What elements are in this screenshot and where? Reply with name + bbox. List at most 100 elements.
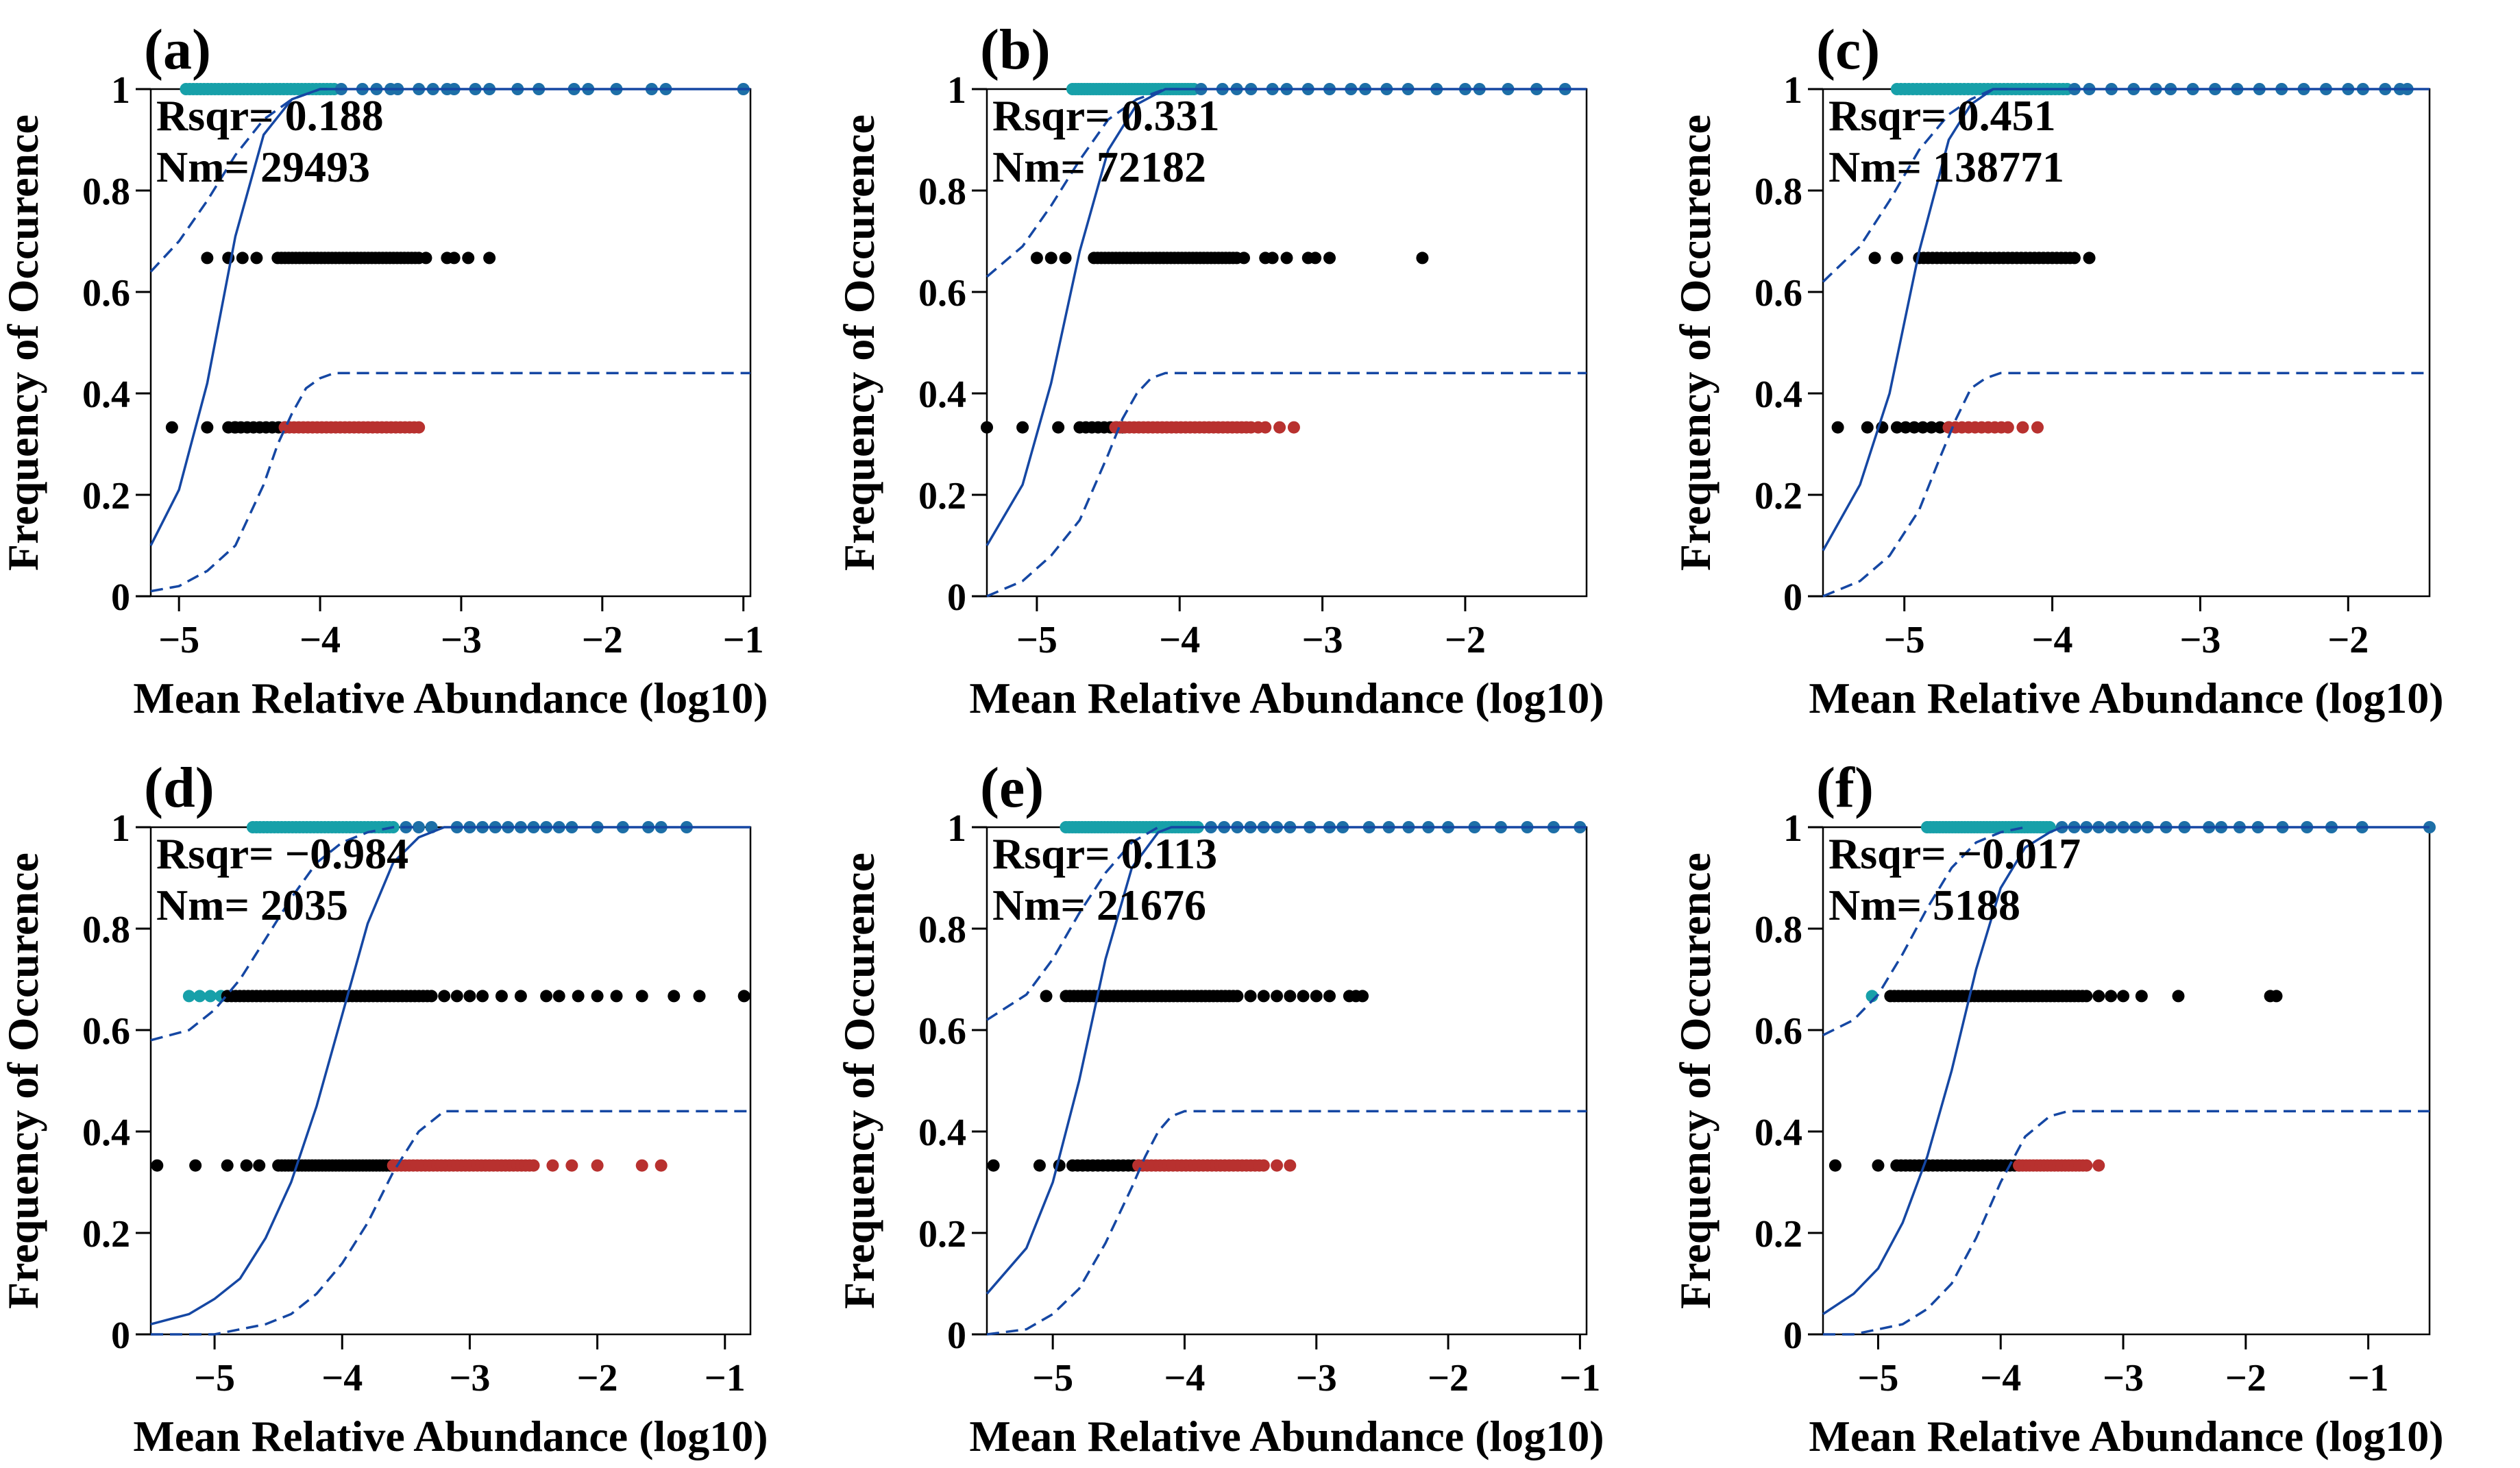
x-tick-label: −2 xyxy=(2225,1357,2266,1399)
point-neutral xyxy=(1040,990,1053,1003)
point-neutral xyxy=(1244,990,1257,1003)
panels: 0 0.2 0.4 0.6 0.8 1 −5 −4 −3 −2 −1 Mean Relative Ab… xyxy=(0,18,2444,1460)
point-neutral xyxy=(1016,421,1029,434)
point-neutral xyxy=(1280,252,1293,265)
y-tick-label: 1 xyxy=(947,69,966,112)
rsqr-label: Rsqr= 0.451 xyxy=(1828,91,2056,140)
fit-curve xyxy=(986,826,1587,1295)
point-neutral xyxy=(240,1159,253,1172)
y-tick-label: 0.4 xyxy=(1754,374,1802,416)
y-axis-title: Frequency of Occurence xyxy=(835,853,883,1309)
panel-e: 0 0.2 0.4 0.6 0.8 1 −5 −4 −3 −2 −1 Mean Relative Ab… xyxy=(835,756,1604,1460)
upper-ci-line xyxy=(986,826,1159,1021)
panel-label: (a) xyxy=(144,18,211,82)
point-below xyxy=(565,1159,578,1172)
y-tick-label: 0 xyxy=(111,576,130,619)
point-neutral xyxy=(236,252,249,265)
point-neutral xyxy=(2105,990,2118,1003)
point-neutral xyxy=(1916,421,1929,434)
panel-d: 0 0.2 0.4 0.6 0.8 1 −5 −4 −3 −2 −1 Mean Relative Ab… xyxy=(0,756,768,1460)
point-below xyxy=(527,1159,540,1172)
x-tick-label: −5 xyxy=(1032,1357,1073,1399)
panel-label: (f) xyxy=(1816,756,1874,820)
point-below xyxy=(2031,421,2044,434)
lower-ci-line xyxy=(986,1110,1587,1336)
point-neutral xyxy=(253,1159,266,1172)
y-tick-label: 0 xyxy=(947,1314,966,1357)
point-neutral xyxy=(737,990,750,1003)
point-below xyxy=(1271,1159,1284,1172)
point-neutral xyxy=(450,990,463,1003)
fit-curve xyxy=(1822,88,2430,552)
x-tick-label: −3 xyxy=(1296,1357,1337,1399)
point-neutral xyxy=(462,252,475,265)
point-neutral xyxy=(2135,990,2148,1003)
nm-label: Nm= 2035 xyxy=(156,881,348,929)
panel-f: 0 0.2 0.4 0.6 0.8 1 −5 −4 −3 −2 −1 Mean Relative Ab… xyxy=(1671,756,2444,1460)
y-tick-label: 0.4 xyxy=(918,1112,966,1154)
point-neutral xyxy=(1052,421,1065,434)
x-tick-label: −1 xyxy=(2348,1357,2389,1399)
nm-label: Nm= 21676 xyxy=(992,881,1206,929)
point-below xyxy=(2092,1159,2105,1172)
point-neutral xyxy=(201,421,214,434)
point-neutral xyxy=(1231,990,1244,1003)
point-neutral xyxy=(1044,252,1057,265)
point-neutral xyxy=(1033,1159,1046,1172)
point-neutral xyxy=(1828,1159,1842,1172)
y-tick-label: 0.2 xyxy=(82,1213,130,1256)
x-tick-label: −4 xyxy=(1159,619,1200,661)
panel-label: (b) xyxy=(980,18,1051,82)
point-neutral xyxy=(668,990,681,1003)
point-neutral xyxy=(221,1159,234,1172)
upper-ci-line xyxy=(1822,826,2026,1036)
point-neutral xyxy=(987,1159,1000,1172)
upper-ci-line xyxy=(150,826,419,1042)
y-tick-label: 1 xyxy=(111,69,130,112)
x-tick-label: −4 xyxy=(321,1357,363,1399)
rsqr-label: Rsqr= 0.188 xyxy=(156,91,384,140)
point-below xyxy=(1273,421,1286,434)
point-neutral xyxy=(1310,990,1323,1003)
x-tick-label: −4 xyxy=(299,619,341,661)
point-below xyxy=(1257,1159,1270,1172)
point-neutral xyxy=(2068,252,2081,265)
x-tick-label: −1 xyxy=(723,619,764,661)
point-below xyxy=(1259,421,1272,434)
point-neutral xyxy=(165,421,178,434)
point-neutral xyxy=(1030,252,1043,265)
x-tick-label: −3 xyxy=(1302,619,1343,661)
y-tick-label: 0.6 xyxy=(1754,272,1802,315)
y-axis-title: Frequency of Occurence xyxy=(0,853,47,1309)
point-neutral xyxy=(572,990,585,1003)
point-neutral xyxy=(1257,990,1270,1003)
y-axis-title: Frequency of Occurence xyxy=(1671,114,1720,571)
point-neutral xyxy=(2083,252,2096,265)
y-tick-label: 0.6 xyxy=(918,1010,966,1053)
x-tick-label: −5 xyxy=(1857,1357,1898,1399)
y-tick-label: 0 xyxy=(1783,576,1802,619)
point-neutral xyxy=(495,990,508,1003)
x-tick-label: −4 xyxy=(1164,1357,1206,1399)
y-tick-label: 0.2 xyxy=(1754,1213,1802,1256)
point-neutral xyxy=(448,252,461,265)
nm-label: Nm= 138771 xyxy=(1828,143,2064,191)
y-tick-label: 0.6 xyxy=(1754,1010,1802,1053)
y-tick-label: 0.2 xyxy=(82,475,130,517)
lower-ci-line xyxy=(1823,1110,2430,1336)
x-tick-label: −5 xyxy=(158,619,199,661)
x-tick-label: −3 xyxy=(449,1357,490,1399)
point-below xyxy=(1284,1159,1297,1172)
point-neutral xyxy=(425,990,438,1003)
x-tick-label: −2 xyxy=(1445,619,1486,661)
point-neutral xyxy=(2172,990,2185,1003)
point-below xyxy=(413,421,426,434)
point-neutral xyxy=(591,990,604,1003)
point-neutral xyxy=(1416,252,1429,265)
x-axis-title: Mean Relative Abundance (log10) xyxy=(969,1412,1604,1460)
point-neutral xyxy=(1908,421,1921,434)
fit-curve xyxy=(149,88,750,546)
point-neutral xyxy=(1356,990,1369,1003)
y-tick-label: 0.8 xyxy=(82,171,130,213)
